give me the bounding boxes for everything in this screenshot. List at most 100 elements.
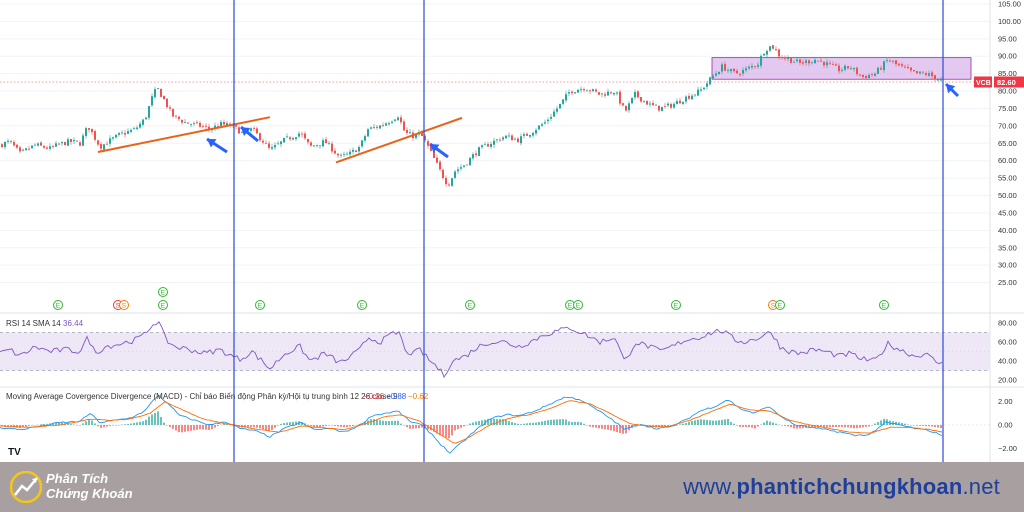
candle-body bbox=[82, 135, 84, 146]
candle-body bbox=[19, 147, 21, 152]
candle-body bbox=[31, 145, 33, 149]
candle-body bbox=[190, 124, 192, 126]
rsi-tick-label: 20.00 bbox=[998, 376, 1017, 385]
macd-histogram-bar bbox=[583, 423, 585, 425]
event-marker-glyph: E bbox=[161, 303, 166, 310]
candle-body bbox=[901, 64, 903, 66]
macd-histogram-bar bbox=[454, 425, 456, 431]
macd-histogram-bar bbox=[574, 421, 576, 425]
macd-title: Moving Average Covergence Divergence (MA… bbox=[6, 392, 398, 401]
candle-body bbox=[373, 126, 375, 128]
macd-histogram-bar bbox=[220, 424, 222, 426]
event-marker-glyph: S bbox=[116, 303, 121, 310]
candle-body bbox=[34, 144, 36, 146]
macd-histogram-bar bbox=[553, 419, 555, 425]
candle-body bbox=[457, 169, 459, 172]
candle-body bbox=[220, 121, 222, 127]
macd-histogram-bar bbox=[829, 425, 831, 428]
event-markers: E S S EEE E E E E E S E E bbox=[53, 287, 889, 310]
candle-body bbox=[304, 133, 306, 139]
macd-histogram-bar bbox=[580, 422, 582, 425]
macd-histogram-bar bbox=[310, 425, 312, 427]
macd-histogram-bar bbox=[403, 425, 405, 426]
macd-histogram-bar bbox=[694, 420, 696, 425]
candle-body bbox=[361, 140, 363, 147]
macd-histogram-bar bbox=[67, 423, 69, 425]
candle-body bbox=[307, 138, 309, 143]
macd-histogram-bar bbox=[490, 418, 492, 425]
macd-histogram-bar bbox=[793, 425, 795, 429]
candle-body bbox=[415, 133, 417, 139]
macd-histogram-bar bbox=[259, 425, 261, 429]
candle-body bbox=[499, 139, 501, 141]
macd-histogram-bar bbox=[856, 425, 858, 429]
candle-body bbox=[646, 100, 648, 105]
macd-histogram-bar bbox=[709, 420, 711, 425]
candle-body bbox=[751, 65, 753, 68]
candle-body bbox=[604, 94, 606, 96]
candle-body bbox=[496, 139, 498, 141]
candle-body bbox=[793, 61, 795, 63]
macd-histogram-bar bbox=[493, 418, 495, 425]
macd-histogram-bar bbox=[592, 425, 594, 428]
macd-histogram-bar bbox=[58, 422, 60, 425]
macd-histogram-bar bbox=[169, 425, 171, 428]
macd-histogram-bar bbox=[751, 425, 753, 428]
brand-name-line2: Chứng Khoán bbox=[46, 486, 133, 501]
candle-body bbox=[658, 105, 660, 111]
candle-body bbox=[634, 91, 636, 98]
candle-body bbox=[436, 157, 438, 163]
macd-histogram-bar bbox=[61, 422, 63, 425]
candle-body bbox=[208, 126, 210, 130]
price-tick-label: 75.00 bbox=[998, 104, 1017, 113]
candle-body bbox=[40, 142, 42, 146]
candle-body bbox=[145, 117, 147, 120]
candle-body bbox=[214, 125, 216, 129]
macd-histogram-bar bbox=[85, 421, 87, 425]
macd-histogram-bar bbox=[46, 423, 48, 425]
candle-body bbox=[859, 74, 861, 76]
macd-histogram-bar bbox=[565, 419, 567, 425]
candle-body bbox=[385, 123, 387, 126]
macd-histogram-bar bbox=[145, 419, 147, 425]
candle-body bbox=[673, 103, 675, 108]
candle-body bbox=[94, 131, 96, 140]
candle-body bbox=[172, 108, 174, 117]
candle-body bbox=[262, 140, 264, 143]
macd-histogram-bar bbox=[778, 424, 780, 426]
macd-histogram-bar bbox=[451, 425, 453, 436]
candle-body bbox=[691, 95, 693, 100]
macd-histogram-bar bbox=[274, 425, 276, 428]
macd-histogram-bar bbox=[544, 420, 546, 425]
macd-histogram-bar bbox=[529, 422, 531, 425]
macd-histogram-bar bbox=[823, 425, 825, 428]
candle-body bbox=[394, 119, 396, 121]
candle-body bbox=[562, 99, 564, 104]
macd-histogram-bar bbox=[724, 419, 726, 425]
macd-histogram-bar bbox=[376, 419, 378, 425]
candle-body bbox=[466, 164, 468, 166]
candle-body bbox=[529, 134, 531, 137]
website-url[interactable]: www.phantichchungkhoan.net bbox=[683, 474, 1000, 500]
candle-body bbox=[670, 103, 672, 108]
candle-body bbox=[676, 101, 678, 105]
macd-histogram-bar bbox=[466, 424, 468, 426]
event-marker-glyph: E bbox=[882, 303, 887, 310]
macd-histogram-bar bbox=[811, 425, 813, 428]
candle-body bbox=[781, 57, 783, 59]
macd-histogram-bar bbox=[589, 425, 591, 427]
macd-histogram-bar bbox=[736, 425, 738, 426]
candle-body bbox=[277, 143, 279, 145]
macd-histogram-bar bbox=[328, 425, 330, 426]
macd-histogram-bar bbox=[838, 425, 840, 427]
macd-histogram-bar bbox=[754, 425, 756, 429]
macd-histogram-bar bbox=[382, 420, 384, 425]
candle-body bbox=[241, 131, 243, 133]
macd-histogram-bar bbox=[775, 423, 777, 425]
candle-body bbox=[442, 169, 444, 179]
event-marker bbox=[158, 287, 168, 297]
candle-body bbox=[553, 111, 555, 117]
macd-histogram-bar bbox=[277, 425, 279, 426]
macd-histogram-bar bbox=[532, 422, 534, 425]
macd-histogram-bar bbox=[136, 422, 138, 425]
